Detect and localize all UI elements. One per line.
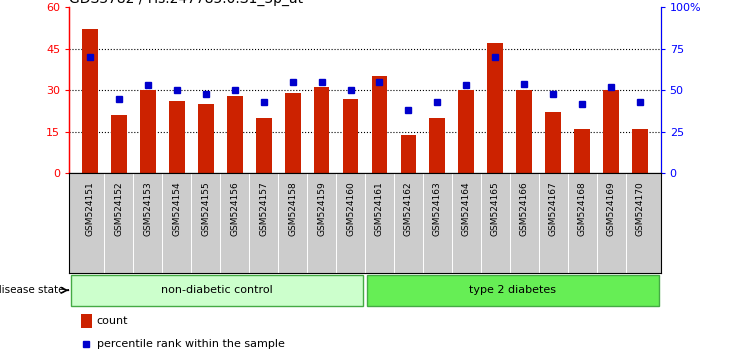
Text: GSM524165: GSM524165 [491,181,500,236]
Text: GSM524159: GSM524159 [317,181,326,236]
Text: GSM524160: GSM524160 [346,181,355,236]
Text: GSM524151: GSM524151 [85,181,94,236]
Text: GSM524152: GSM524152 [114,181,123,236]
Text: GSM524158: GSM524158 [288,181,297,236]
Text: non-diabetic control: non-diabetic control [161,285,273,295]
FancyBboxPatch shape [72,275,363,306]
Text: GSM524163: GSM524163 [433,181,442,236]
Bar [255,118,272,173]
Text: GSM524162: GSM524162 [404,181,413,236]
Text: GSM524157: GSM524157 [259,181,268,236]
Bar [82,29,98,173]
Text: type 2 diabetes: type 2 diabetes [469,285,556,295]
Bar [545,113,561,173]
Text: GSM524169: GSM524169 [607,181,616,236]
Text: count: count [96,316,128,326]
Bar [226,96,242,173]
Text: GSM524153: GSM524153 [143,181,152,236]
Text: GSM524167: GSM524167 [549,181,558,236]
Bar [429,118,445,173]
Bar [285,93,301,173]
Text: GSM524155: GSM524155 [201,181,210,236]
Text: GSM524170: GSM524170 [636,181,645,236]
Text: GSM524164: GSM524164 [462,181,471,236]
Text: GSM524168: GSM524168 [578,181,587,236]
Bar [342,98,358,173]
Text: GSM524156: GSM524156 [230,181,239,236]
Bar [198,104,214,173]
Bar [139,90,155,173]
FancyBboxPatch shape [367,275,658,306]
Bar [169,101,185,173]
Text: disease state: disease state [0,285,64,295]
Bar [604,90,619,173]
Bar [458,90,474,173]
Text: GSM524161: GSM524161 [375,181,384,236]
Bar [314,87,329,173]
Bar [488,43,504,173]
Bar [632,129,648,173]
Text: GSM524154: GSM524154 [172,181,181,236]
Bar [372,76,388,173]
Bar [401,135,416,173]
Text: GSM524166: GSM524166 [520,181,529,236]
Text: percentile rank within the sample: percentile rank within the sample [96,339,285,349]
Bar [516,90,532,173]
Bar [111,115,126,173]
Bar [575,129,591,173]
Bar [81,314,92,328]
Text: GDS3782 / Hs.247785.0.S1_3p_at: GDS3782 / Hs.247785.0.S1_3p_at [69,0,304,6]
